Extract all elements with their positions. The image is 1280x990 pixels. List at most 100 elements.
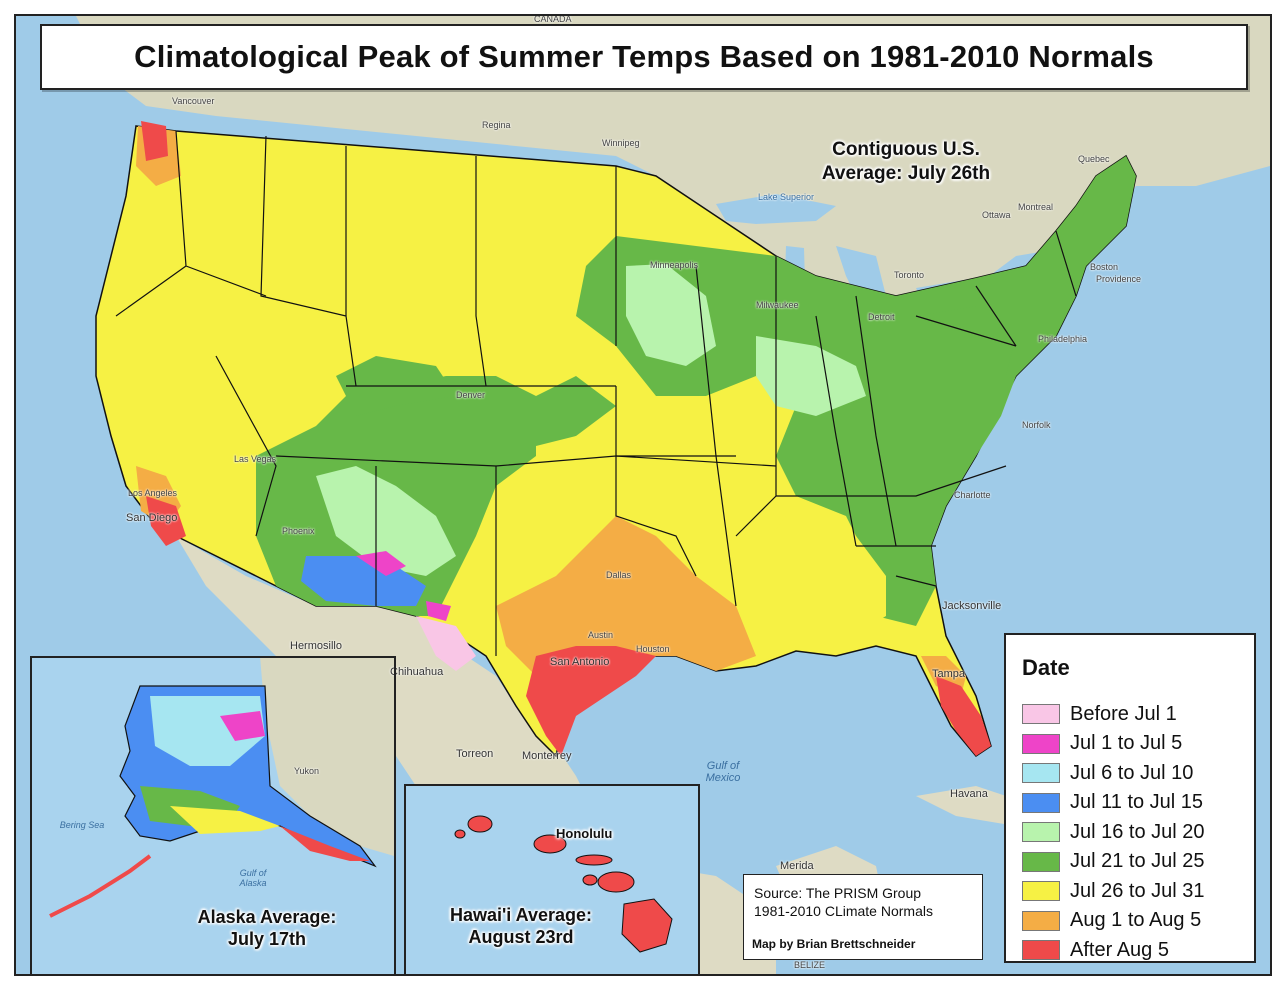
place-canada: CANADA <box>534 14 572 24</box>
zone-magenta-sw <box>356 551 406 576</box>
contiguous-average-line-1: Contiguous U.S. <box>832 139 980 160</box>
legend-label: Jul 1 to Jul 5 <box>1070 732 1183 754</box>
place-austin: Austin <box>588 630 614 640</box>
place-torreon: Torreon <box>456 748 494 760</box>
alaska-canada-land <box>260 656 394 856</box>
legend-item: Jul 1 to Jul 5 <box>1022 731 1182 757</box>
legend-label: Jul 21 to Jul 25 <box>1070 850 1205 872</box>
legend-swatch <box>1022 910 1060 931</box>
legend-swatch <box>1022 733 1060 754</box>
legend-item: Jul 6 to Jul 10 <box>1022 760 1193 786</box>
place-minneapolis: Minneapolis <box>650 260 699 270</box>
alaska-average-line-1: Alaska Average: <box>197 907 337 927</box>
zone-lightgreen-upper-midwest <box>626 264 716 366</box>
alaska-inset: Bering Sea Gulf of Alaska Yukon Alaska A… <box>30 656 396 974</box>
legend-swatch <box>1022 881 1060 901</box>
maui-island <box>597 871 635 893</box>
map-frame: Climatological Peak of Summer Temps Base… <box>14 14 1272 976</box>
legend-item: After Aug 5 <box>1022 937 1169 963</box>
legend-label: Before Jul 1 <box>1070 702 1177 725</box>
hawaii-inset: Honolulu Hawai'i Average: August 23rd <box>404 784 700 974</box>
place-tampa: Tampa <box>932 668 966 680</box>
hawaii-average-label: Hawai'i Average: August 23rd <box>426 904 616 948</box>
zone-magenta-sw2 <box>426 601 451 621</box>
hawaii-average-line-1: Hawai'i Average: <box>449 905 592 925</box>
alaska-zone-red <box>280 826 370 861</box>
legend-item: Jul 26 to Jul 31 <box>1022 878 1205 904</box>
alaska-zone-yellow <box>170 806 280 834</box>
place-milwaukee: Milwaukee <box>756 300 799 310</box>
gulf-of-alaska-label: Gulf of Alaska <box>239 868 267 888</box>
state-boundaries <box>115 130 1077 656</box>
zone-red-socal <box>146 496 186 546</box>
place-merida: Merida <box>780 860 814 872</box>
legend-swatch <box>1022 851 1060 872</box>
source-line-2: 1981-2010 CLimate Normals <box>754 903 933 919</box>
gulf-of-mexico-label: Gulf of Mexico <box>698 760 748 784</box>
alaska-map <box>30 656 394 974</box>
legend: Date Before Jul 1 Jul 1 to Jul 5 Jul 6 to … <box>1004 633 1256 963</box>
place-winnipeg: Winnipeg <box>602 138 640 148</box>
place-phoenix: Phoenix <box>282 526 315 536</box>
zone-pink-bigbend <box>416 616 476 671</box>
oahu-island <box>533 834 567 854</box>
hawaii-map <box>404 784 698 974</box>
legend-item: Jul 21 to Jul 25 <box>1022 849 1205 875</box>
place-ottawa: Ottawa <box>982 210 1011 220</box>
canada-land <box>76 16 1270 316</box>
kauai-island <box>467 815 493 833</box>
legend-swatch <box>1022 940 1060 960</box>
place-vancouver: Vancouver <box>172 96 215 106</box>
title-box: Climatological Peak of Summer Temps Base… <box>40 24 1248 90</box>
zone-red-florida <box>936 676 991 756</box>
legend-label: Jul 11 to Jul 15 <box>1070 791 1204 813</box>
place-lake-superior: Lake Superior <box>758 192 815 202</box>
place-san-diego: San Diego <box>126 512 178 524</box>
gulf-of-mexico-text: Gulf of Mexico <box>705 760 741 784</box>
place-jacksonville: Jacksonville <box>942 600 1002 612</box>
place-providence: Providence <box>1096 274 1142 284</box>
legend-item: Before Jul 1 <box>1022 701 1177 727</box>
zone-yellow-southeast <box>736 526 886 646</box>
place-charlotte: Charlotte <box>954 490 991 500</box>
big-island <box>621 898 673 953</box>
hawaii-average-line-2: August 23rd <box>468 927 574 947</box>
place-hermosillo: Hermosillo <box>290 640 342 652</box>
place-quebec: Quebec <box>1078 154 1110 164</box>
zone-lightgreen-ohio-valley <box>756 336 866 416</box>
place-denver: Denver <box>456 390 486 400</box>
place-toronto: Toronto <box>894 270 925 280</box>
aleutian-chain <box>49 854 152 918</box>
contiguous-average-label: Contiguous U.S. Average: July 26th <box>806 138 1006 186</box>
place-honolulu: Honolulu <box>556 826 613 841</box>
place-detroit: Detroit <box>868 312 895 322</box>
legend-label: Jul 26 to Jul 31 <box>1070 879 1205 902</box>
alaska-zone-lightblue <box>150 696 265 766</box>
place-san-antonio: San Antonio <box>550 656 610 668</box>
alaska-zone-magenta <box>220 711 265 741</box>
place-montreal: Montreal <box>1018 202 1054 212</box>
place-regina: Regina <box>482 120 511 130</box>
source-box: Source: The PRISM Group 1981-2010 CLimat… <box>743 874 983 960</box>
place-yukon: Yukon <box>294 766 320 776</box>
legend-swatch <box>1022 763 1060 783</box>
map-title: Climatological Peak of Summer Temps Base… <box>134 39 1154 74</box>
contiguous-average-line-2: Average: July 26th <box>821 163 991 184</box>
zone-green-appalachia <box>916 306 1016 396</box>
place-philadelphia: Philadelphia <box>1038 334 1088 344</box>
place-belize: BELIZE <box>794 960 826 970</box>
molokai-island <box>575 854 613 866</box>
map-credit: Map by Brian Brettschneider <box>752 937 916 951</box>
legend-item: Aug 1 to Aug 5 <box>1022 908 1201 934</box>
legend-swatch <box>1022 792 1060 813</box>
lanai-island <box>582 874 598 886</box>
legend-label: Aug 1 to Aug 5 <box>1070 909 1202 931</box>
legend-label: Jul 6 to Jul 10 <box>1070 761 1194 784</box>
place-dallas: Dallas <box>606 570 632 580</box>
alaska-average-label: Alaska Average: July 17th <box>172 906 362 950</box>
legend-swatch <box>1022 822 1060 842</box>
legend-item: Jul 11 to Jul 15 <box>1022 790 1203 816</box>
niihau-island <box>454 829 466 839</box>
alaska-average-line-2: July 17th <box>227 929 307 949</box>
legend-item: Jul 16 to Jul 20 <box>1022 819 1205 845</box>
